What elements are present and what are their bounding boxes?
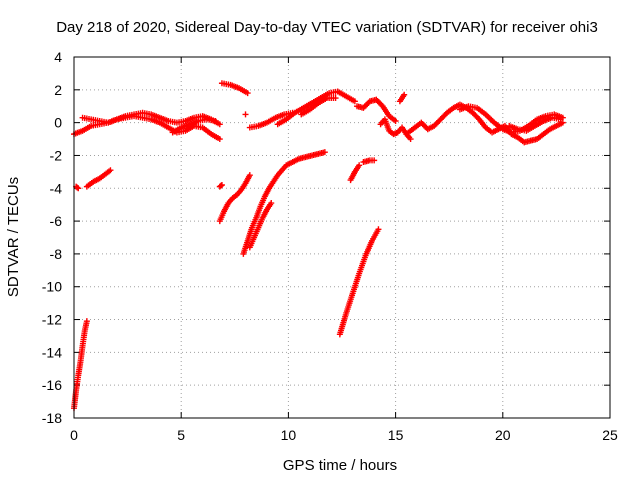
data-point	[216, 136, 223, 143]
x-tick-label: 20	[495, 427, 511, 443]
x-tick-label: 0	[70, 427, 78, 443]
data-points	[71, 80, 566, 412]
x-tick-label: 10	[281, 427, 297, 443]
series-arc-3	[83, 167, 114, 190]
series-arc-14	[274, 88, 358, 128]
data-point	[83, 318, 90, 325]
y-tick-label: -16	[42, 377, 62, 393]
data-point	[392, 117, 399, 124]
data-point	[246, 172, 253, 179]
data-point	[557, 116, 564, 123]
y-tick-label: -10	[42, 279, 62, 295]
series-arc-17	[347, 162, 363, 184]
series-arc-10	[246, 200, 275, 251]
data-point	[356, 162, 363, 169]
y-tick-label: 0	[54, 115, 62, 131]
data-point	[371, 157, 378, 164]
data-point	[351, 98, 358, 105]
y-tick-label: -18	[42, 410, 62, 426]
y-tick-label: -12	[42, 312, 62, 328]
series-arc-19	[354, 96, 399, 124]
y-tick-label: 4	[54, 49, 62, 65]
data-point	[332, 95, 339, 102]
series-arc-24	[506, 114, 564, 134]
y-tick-label: -8	[50, 246, 63, 262]
y-tick-label: 2	[54, 82, 62, 98]
data-point	[216, 121, 223, 128]
series-arc-13	[246, 109, 296, 131]
series-arc-22	[405, 101, 566, 146]
data-point	[401, 91, 408, 98]
series-arc-20	[377, 116, 414, 143]
data-point	[107, 167, 114, 174]
data-point	[212, 117, 219, 124]
plot-area-border	[73, 56, 611, 419]
data-point	[217, 182, 224, 189]
data-point	[75, 185, 82, 192]
x-axis-label: GPS time / hours	[283, 457, 397, 474]
chart-title: Day 218 of 2020, Sidereal Day-to-day VTE…	[56, 19, 598, 36]
series-arc-15	[298, 95, 339, 118]
grid	[73, 56, 611, 419]
x-tick-label: 25	[602, 427, 618, 443]
series-arc-11	[218, 80, 251, 97]
y-tick-label: -14	[42, 344, 62, 360]
data-point	[375, 226, 382, 233]
y-axis-label: SDTVAR / TECUs	[5, 177, 22, 297]
series-arc-2	[73, 183, 82, 192]
series-arc-7	[216, 181, 225, 190]
x-tick-label: 15	[388, 427, 404, 443]
data-point	[244, 90, 251, 97]
x-tick-label: 5	[177, 427, 185, 443]
data-point	[218, 181, 225, 188]
data-point	[407, 136, 414, 143]
series-arc-8	[216, 172, 253, 225]
y-tick-label: -6	[50, 213, 63, 229]
series-arc-21	[396, 91, 408, 105]
y-tick-label: -2	[50, 147, 63, 163]
series-arc-12	[242, 111, 249, 118]
data-point	[321, 149, 328, 156]
series-arc-6	[169, 116, 219, 136]
tick-labels: 0 5 10 15 20 25 -18 -16 -14 -12 -10 -8 -6 -4 -2 0 2 4	[42, 49, 618, 443]
data-point	[242, 111, 249, 118]
series-arc-18	[360, 157, 378, 166]
data-point	[268, 200, 275, 207]
data-point	[74, 184, 81, 191]
series-arc-16	[336, 226, 382, 338]
series-arc-5	[79, 109, 223, 128]
y-tick-label: -4	[50, 180, 63, 196]
